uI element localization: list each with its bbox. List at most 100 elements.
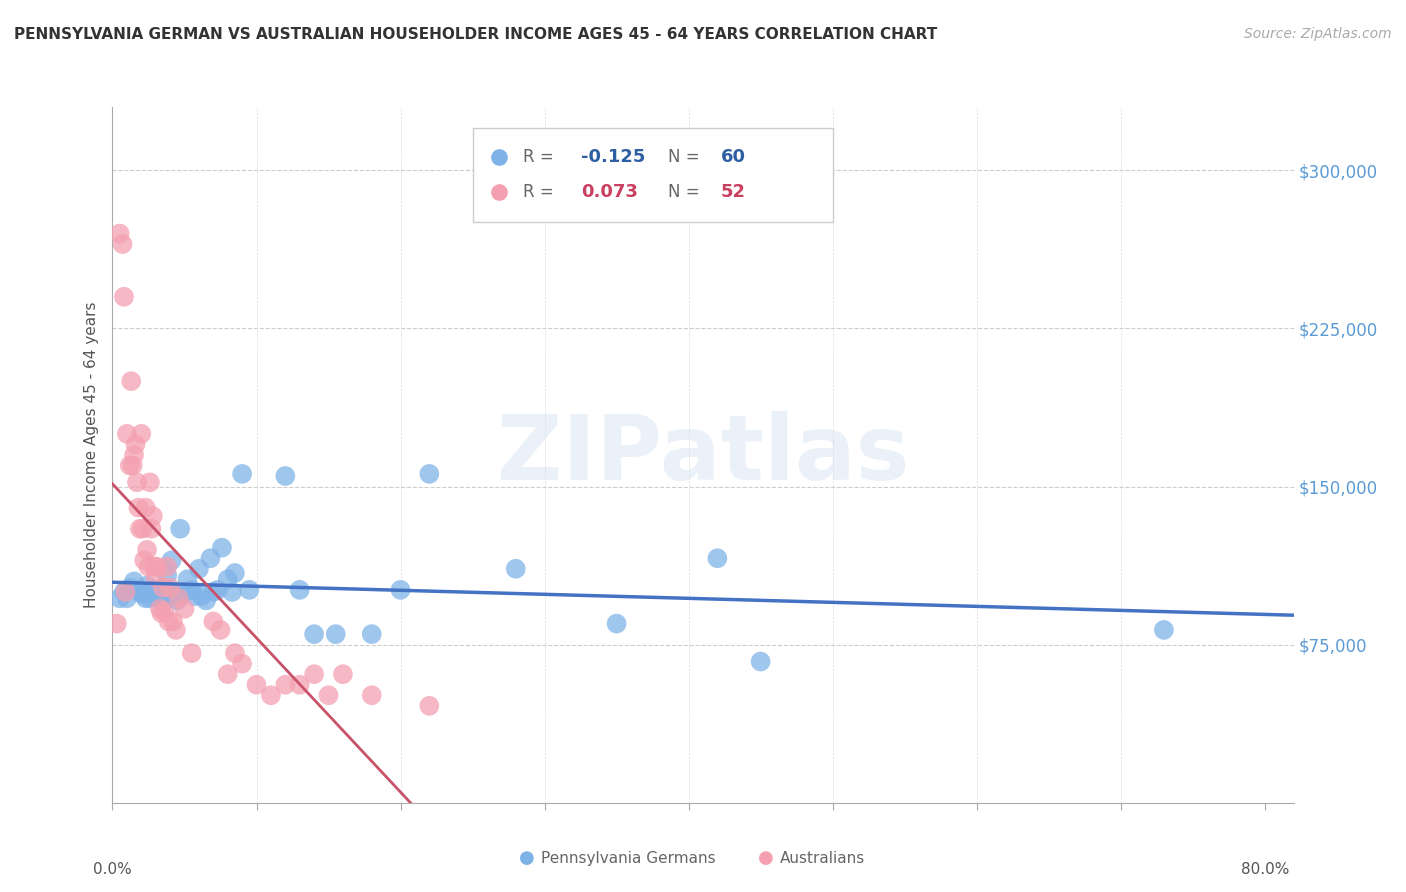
- Point: [159, 581, 181, 595]
- Point: [153, 604, 176, 618]
- Text: PENNSYLVANIA GERMAN VS AUSTRALIAN HOUSEHOLDER INCOME AGES 45 - 64 YEARS CORRELAT: PENNSYLVANIA GERMAN VS AUSTRALIAN HOUSEH…: [14, 27, 938, 42]
- Point: [274, 469, 297, 483]
- Point: [142, 585, 165, 599]
- Point: [176, 572, 198, 586]
- Text: Australians: Australians: [780, 851, 866, 865]
- Point: [207, 582, 229, 597]
- Point: [136, 542, 159, 557]
- Point: [129, 585, 152, 599]
- Text: 0.073: 0.073: [581, 184, 638, 202]
- Point: [146, 587, 169, 601]
- Point: [143, 582, 166, 597]
- Point: [105, 616, 128, 631]
- Text: ●: ●: [519, 849, 536, 867]
- Point: [112, 290, 135, 304]
- Point: [231, 657, 253, 671]
- Point: [200, 551, 222, 566]
- Point: [288, 678, 311, 692]
- Point: [153, 593, 176, 607]
- Point: [217, 572, 239, 586]
- Text: -0.125: -0.125: [581, 148, 645, 166]
- Point: [157, 582, 180, 597]
- Point: [360, 627, 382, 641]
- Y-axis label: Householder Income Ages 45 - 64 years: Householder Income Ages 45 - 64 years: [83, 301, 98, 608]
- Point: [209, 623, 232, 637]
- Point: [274, 678, 297, 692]
- Point: [149, 602, 172, 616]
- Point: [418, 698, 440, 713]
- Point: [138, 559, 160, 574]
- Point: [127, 500, 149, 515]
- Point: [143, 559, 166, 574]
- Text: N =: N =: [668, 184, 704, 202]
- Point: [302, 627, 325, 641]
- Point: [180, 646, 202, 660]
- Point: [155, 585, 177, 599]
- Text: ●: ●: [758, 849, 775, 867]
- Point: [238, 582, 260, 597]
- Point: [152, 581, 174, 595]
- Point: [112, 585, 135, 599]
- Point: [325, 627, 347, 641]
- Point: [114, 585, 136, 599]
- Point: [122, 574, 145, 589]
- Text: ZIPatlas: ZIPatlas: [496, 411, 910, 499]
- Point: [418, 467, 440, 481]
- Point: [145, 585, 167, 599]
- FancyBboxPatch shape: [472, 128, 832, 222]
- Point: [135, 500, 157, 515]
- Point: [202, 585, 225, 599]
- Point: [169, 522, 191, 536]
- Point: [156, 568, 179, 582]
- Point: [122, 448, 145, 462]
- Point: [183, 589, 205, 603]
- Point: [159, 585, 181, 599]
- Point: [115, 591, 138, 606]
- Point: [288, 582, 311, 597]
- Point: [195, 593, 218, 607]
- Point: [150, 606, 173, 620]
- Text: Source: ZipAtlas.com: Source: ZipAtlas.com: [1244, 27, 1392, 41]
- Point: [606, 616, 628, 631]
- Point: [162, 587, 184, 601]
- Point: [152, 582, 174, 597]
- Point: [125, 582, 148, 597]
- Text: R =: R =: [523, 148, 560, 166]
- Point: [156, 559, 179, 574]
- Point: [139, 591, 162, 606]
- Point: [135, 591, 157, 606]
- Text: 0.0%: 0.0%: [93, 862, 132, 877]
- Point: [318, 688, 340, 702]
- Point: [505, 562, 527, 576]
- Point: [260, 688, 283, 702]
- Point: [141, 585, 163, 599]
- Point: [120, 374, 142, 388]
- Text: 52: 52: [721, 184, 745, 202]
- Point: [211, 541, 233, 555]
- Point: [187, 562, 209, 576]
- Point: [360, 688, 382, 702]
- Point: [115, 426, 138, 441]
- Point: [125, 475, 148, 490]
- Point: [224, 566, 246, 580]
- Point: [132, 587, 155, 601]
- Point: [165, 623, 187, 637]
- Point: [142, 509, 165, 524]
- Point: [167, 591, 190, 606]
- Text: R =: R =: [523, 184, 560, 202]
- Point: [150, 589, 173, 603]
- Point: [118, 458, 141, 473]
- Point: [180, 582, 202, 597]
- Point: [173, 602, 195, 616]
- Point: [136, 579, 159, 593]
- Point: [706, 551, 728, 566]
- Point: [128, 585, 150, 599]
- Point: [149, 585, 172, 599]
- Point: [108, 591, 131, 606]
- Point: [173, 585, 195, 599]
- Point: [129, 426, 152, 441]
- Text: 60: 60: [721, 148, 745, 166]
- Point: [128, 522, 150, 536]
- Point: [124, 437, 146, 451]
- Point: [332, 667, 354, 681]
